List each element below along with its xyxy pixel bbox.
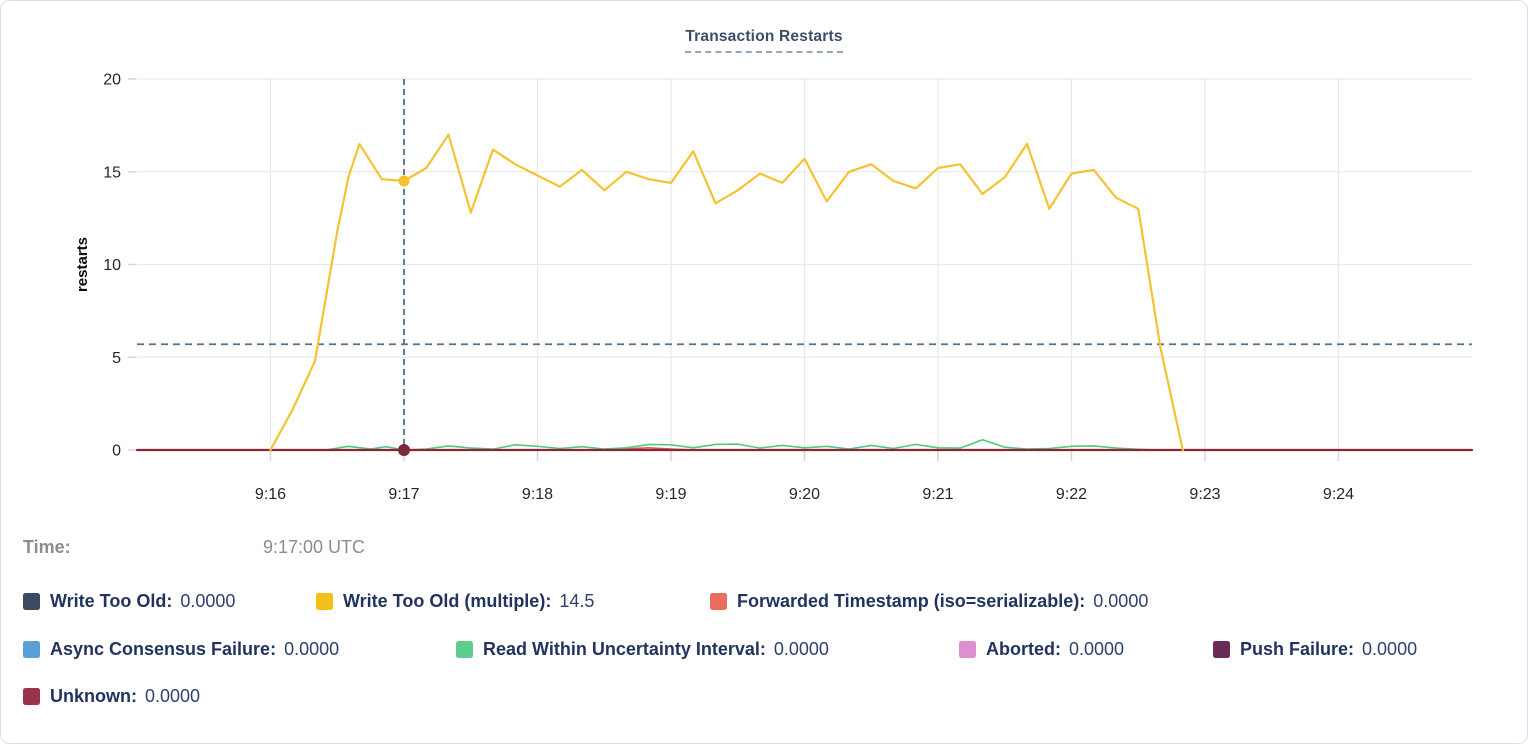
legend-item-write-too-old: Write Too Old: 0.0000 (23, 591, 235, 611)
legend-row-2: Async Consensus Failure: 0.0000 Read Withi… (1, 639, 1527, 661)
legend-label: Unknown: (50, 685, 137, 706)
legend-item-unknown: Unknown: 0.0000 (23, 686, 200, 706)
legend-item-push-failure: Push Failure: 0.0000 (1213, 639, 1417, 659)
legend-value: 0.0000 (1093, 590, 1149, 611)
time-value: 9:17:00 UTC (263, 537, 366, 557)
y-tick-label: 10 (103, 257, 121, 274)
legend-item-aborted: Aborted: 0.0000 (959, 639, 1124, 659)
legend-label: Async Consensus Failure: (50, 638, 277, 659)
legend-swatch-write-too-old (23, 592, 40, 610)
legend-row-1: Write Too Old: 0.0000 Write Too Old (multi… (1, 591, 1527, 613)
hover-dot-unknown (398, 444, 410, 456)
legend-item-read-within-uncertainty-interval: Read Within Uncertainty Interval: 0.0000 (456, 639, 829, 659)
x-tick-label: 9:23 (1189, 486, 1220, 503)
legend-label: Read Within Uncertainty Interval: (483, 638, 766, 659)
legend-swatch-forwarded-timestamp-iso-serializable (710, 592, 727, 610)
legend-label: Forwarded Timestamp (iso=serializable): (737, 590, 1086, 611)
legend-value: 0.0000 (773, 638, 829, 659)
legend-row-3: Unknown: 0.0000 (1, 686, 1527, 708)
y-tick-label: 5 (112, 350, 121, 367)
x-tick-label: 9:17 (388, 486, 419, 503)
chart-title[interactable]: Transaction Restarts (685, 28, 843, 53)
legend-swatch-read-within-uncertainty-interval (456, 640, 473, 658)
legend-swatch-async-consensus-failure (23, 640, 40, 658)
hover-dot-write-too-old-multiple (398, 175, 410, 187)
tooltip-time-row: Time: 9:17:00 UTC (1, 537, 1527, 561)
x-tick-label: 9:22 (1056, 486, 1087, 503)
x-tick-label: 9:16 (255, 486, 286, 503)
x-tick-label: 9:18 (522, 486, 553, 503)
legend-value: 0.0000 (145, 685, 201, 706)
legend-value: 0.0000 (1069, 638, 1125, 659)
legend-swatch-aborted (959, 640, 976, 658)
legend-item-async-consensus-failure: Async Consensus Failure: 0.0000 (23, 639, 339, 659)
x-tick-label: 9:24 (1323, 486, 1354, 503)
legend-value: 0.0000 (1362, 638, 1418, 659)
legend-value: 0.0000 (180, 590, 236, 611)
x-tick-label: 9:20 (789, 486, 820, 503)
chart-header: Transaction Restarts (1, 28, 1527, 53)
legend-label: Write Too Old: (50, 590, 173, 611)
legend-swatch-unknown (23, 687, 40, 705)
y-tick-label: 15 (103, 164, 121, 181)
legend-label: Push Failure: (1240, 638, 1355, 659)
legend-item-write-too-old-multiple: Write Too Old (multiple): 14.5 (316, 591, 594, 611)
chart-plot-area[interactable]: 0 5 10 15 20 9:16 9:17 9:18 9:19 9:20 9:21 9:22 9:23… (1, 1, 1528, 517)
legend-swatch-write-too-old-multiple (316, 592, 333, 610)
legend-label: Write Too Old (multiple): (343, 590, 552, 611)
legend-value: 0.0000 (284, 638, 340, 659)
legend-label: Aborted: (986, 638, 1061, 659)
y-axis-label: restarts (74, 237, 91, 292)
y-tick-label: 0 (112, 443, 121, 460)
legend-value: 14.5 (559, 590, 595, 611)
time-label: Time: (23, 537, 71, 557)
legend-item-forwarded-timestamp-iso-serializable: Forwarded Timestamp (iso=serializable): 0… (710, 591, 1148, 611)
x-tick-label: 9:19 (655, 486, 686, 503)
legend-swatch-push-failure (1213, 640, 1230, 658)
series-line-read-within-uncertainty-interval (325, 438, 1184, 451)
x-tick-label: 9:21 (922, 486, 953, 503)
y-tick-label: 20 (103, 72, 121, 89)
